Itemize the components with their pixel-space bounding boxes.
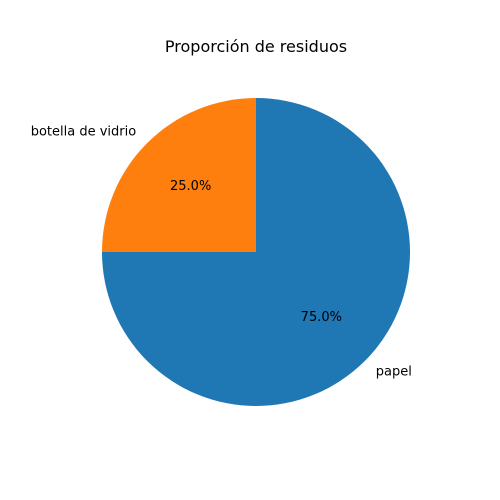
pie-slice-papel (102, 98, 410, 406)
slice-label: papel (376, 364, 412, 379)
pie-slices (102, 98, 410, 406)
slice-percent-label: 75.0% (301, 310, 342, 325)
chart-title: Proporción de residuos (165, 37, 347, 56)
slice-label: botella de vidrio (31, 125, 137, 140)
slice-percent-label: 25.0% (170, 179, 211, 194)
pie-slice-botella-de-vidrio (102, 98, 256, 252)
pie-labels: botella de vidrio 25.0% papel 75.0% (31, 125, 412, 380)
